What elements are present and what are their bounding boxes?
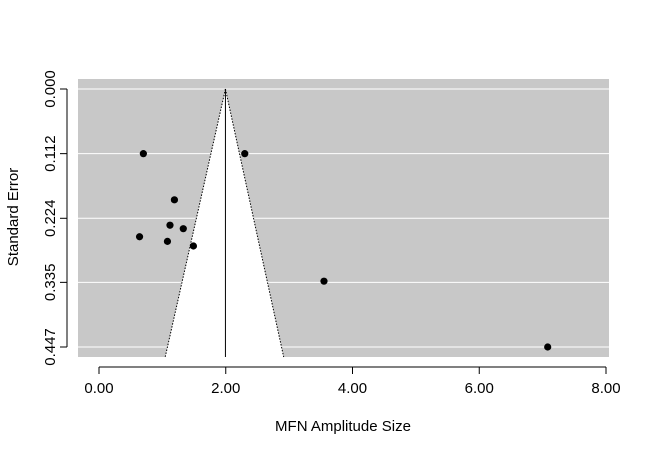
y-tick-label-0: 0.000	[42, 70, 59, 108]
data-point-6	[163, 237, 172, 245]
x-axis-title: MFN Amplitude Size	[275, 418, 411, 435]
x-tick-label-4: 8.00	[591, 380, 620, 397]
x-tick-label-0: 0.00	[84, 380, 113, 397]
funnel-edge-left	[164, 88, 226, 358]
y-axis-title: Standard Error	[5, 168, 22, 266]
data-point-7	[189, 242, 198, 250]
data-point-8	[320, 277, 328, 285]
data-point-4	[179, 225, 187, 233]
funnel-region	[165, 89, 284, 357]
y-tick-label-1: 0.112	[42, 135, 59, 171]
plot-area	[78, 79, 609, 358]
y-tick-label-4: 0.447	[42, 328, 59, 366]
axes: 0.00 2.00 4.00 6.00 8.00 0.000 0.112 0.224 0.335…	[42, 70, 621, 397]
y-tick-label-2: 0.224	[42, 200, 59, 238]
data-point-1	[241, 150, 249, 158]
data-point-2	[170, 196, 179, 204]
funnel-edge-right	[224, 88, 285, 358]
data-point-9	[544, 343, 552, 351]
x-tick-label-3: 6.00	[465, 380, 494, 397]
x-tick-label-1: 2.00	[211, 380, 240, 397]
data-point-0	[139, 150, 147, 158]
x-tick-label-2: 4.00	[338, 380, 367, 397]
y-tick-label-3: 0.335	[42, 264, 59, 302]
data-point-3	[166, 221, 174, 229]
data-point-5	[135, 233, 144, 241]
